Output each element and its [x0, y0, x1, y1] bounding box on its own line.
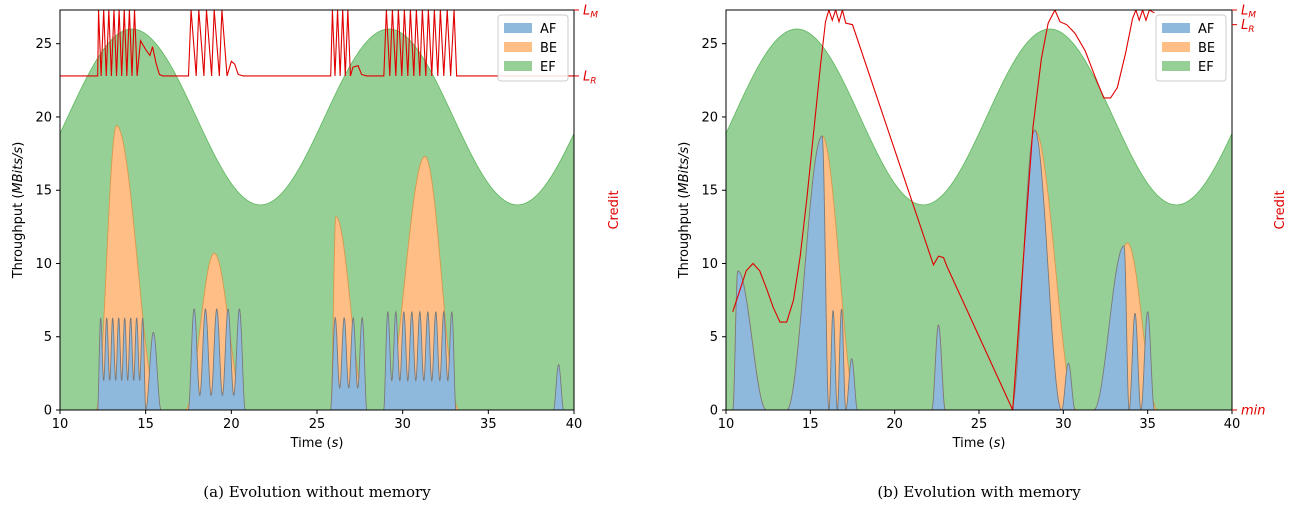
- x-tick-label: 40: [1224, 417, 1241, 432]
- x-tick-label: 25: [309, 417, 326, 432]
- x-axis-title: Time (s): [952, 436, 1006, 451]
- ef-area: [726, 28, 1232, 410]
- legend-label: EF: [1198, 60, 1214, 75]
- y-ticks: 0 5 10 15 20 25: [35, 37, 60, 419]
- x-ticks: 10 15 20 25 30 35 40: [718, 410, 1241, 432]
- credit-axis-title: Credit: [607, 190, 622, 229]
- x-tick-label: 15: [802, 417, 819, 432]
- caption: (b) Evolution with memory: [877, 483, 1081, 501]
- legend-label: AF: [1198, 22, 1214, 37]
- y-tick-label: 10: [35, 257, 52, 272]
- credit-line: [60, 10, 574, 77]
- x-tick-label: 30: [394, 417, 411, 432]
- af-area: [726, 129, 1232, 410]
- y-tick-label: 5: [44, 330, 52, 345]
- x-tick-label: 35: [1139, 417, 1156, 432]
- legend-label: BE: [540, 41, 557, 56]
- plot-area-b: [726, 10, 1232, 410]
- credit-line: [732, 10, 1155, 410]
- y-tick-label: 15: [701, 184, 718, 199]
- legend-label: EF: [540, 60, 556, 75]
- y-tick-label: 0: [44, 404, 52, 419]
- x-tick-label: 10: [718, 417, 735, 432]
- credit-level-label: min: [1241, 404, 1266, 419]
- x-axis-title: Time (s): [290, 436, 344, 451]
- y-tick-label: 20: [701, 110, 718, 125]
- x-tick-label: 20: [886, 417, 903, 432]
- x-tick-label: 10: [52, 417, 69, 432]
- legend-swatch: [1162, 61, 1190, 71]
- x-ticks: 10 15 20 25 30 35 40: [52, 410, 583, 432]
- y-ticks: 0 5 10 15 20 25: [701, 37, 726, 419]
- credit-levels: LM LR: [574, 4, 598, 86]
- plot-area-a: [60, 10, 574, 410]
- legend-swatch: [504, 61, 532, 71]
- y-axis-title: Throughput (MBits/s): [11, 142, 26, 280]
- x-tick-label: 15: [137, 417, 154, 432]
- credit-axis-title: Credit: [1273, 190, 1288, 229]
- y-tick-label: 25: [35, 37, 52, 52]
- y-tick-label: 5: [710, 330, 718, 345]
- x-tick-label: 20: [223, 417, 240, 432]
- x-tick-label: 40: [566, 417, 583, 432]
- legend-label: AF: [540, 22, 556, 37]
- ef-area: [60, 28, 574, 410]
- credit-level-label: LR: [1241, 18, 1255, 35]
- credit-level-label: LM: [583, 4, 598, 21]
- y-tick-label: 25: [701, 37, 718, 52]
- legend-swatch: [504, 23, 532, 33]
- y-tick-label: 20: [35, 110, 52, 125]
- legend: AF BE EF: [497, 14, 569, 82]
- y-tick-label: 0: [710, 404, 718, 419]
- y-tick-label: 15: [35, 184, 52, 199]
- x-tick-label: 35: [480, 417, 497, 432]
- x-tick-label: 25: [971, 417, 988, 432]
- legend-swatch: [504, 42, 532, 52]
- x-tick-label: 30: [1055, 417, 1072, 432]
- legend-swatch: [1162, 42, 1190, 52]
- y-axis-title: Throughput (MBits/s): [677, 142, 692, 280]
- caption: (a) Evolution without memory: [203, 483, 431, 501]
- legend: AF BE EF: [1155, 14, 1227, 82]
- credit-level-label: LR: [583, 69, 597, 86]
- legend-swatch: [1162, 23, 1190, 33]
- y-tick-label: 10: [701, 257, 718, 272]
- legend-label: BE: [1198, 41, 1215, 56]
